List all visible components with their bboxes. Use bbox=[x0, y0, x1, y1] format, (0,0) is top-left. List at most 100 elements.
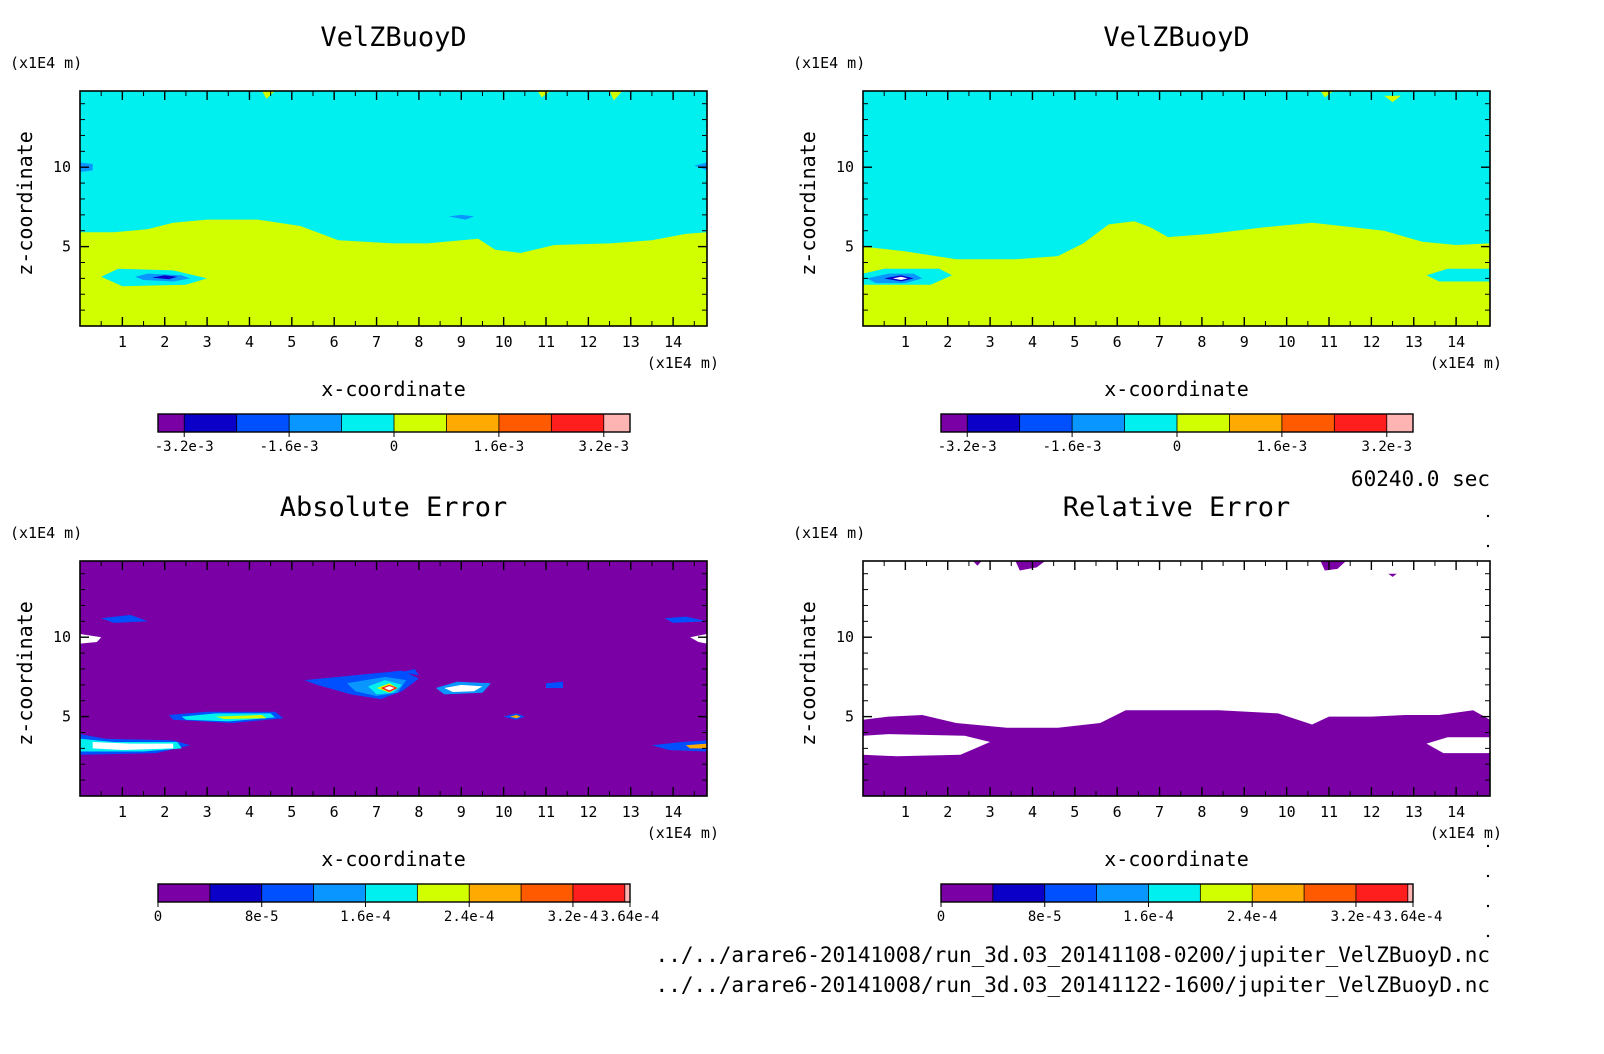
x-tick-label: 9 bbox=[457, 803, 466, 821]
x-tick-label: 9 bbox=[457, 333, 466, 351]
colorbar-bin bbox=[1072, 414, 1125, 432]
colorbar-bin bbox=[1200, 884, 1253, 902]
x-tick-label: 13 bbox=[1405, 803, 1423, 821]
contour-region-6 bbox=[1426, 268, 1490, 282]
x-tick-label: 14 bbox=[1447, 803, 1465, 821]
x-tick-label: 3 bbox=[986, 333, 995, 351]
colorbar-tick-label: 0 bbox=[390, 439, 398, 455]
x-tick-label: 6 bbox=[330, 333, 339, 351]
contour-region-7 bbox=[448, 214, 474, 220]
colorbar-bin bbox=[1044, 884, 1097, 902]
x-tick-label: 1 bbox=[118, 803, 127, 821]
x-tick-label: 11 bbox=[537, 803, 555, 821]
colorbar-tick-label: 3.2e-3 bbox=[1361, 439, 1412, 455]
contour-region-1 bbox=[863, 91, 1490, 260]
x-axis-label: x-coordinate bbox=[321, 377, 466, 401]
x-tick-label: 4 bbox=[245, 803, 254, 821]
contour-region-2 bbox=[863, 734, 991, 757]
colorbar-bin bbox=[941, 414, 968, 432]
contour-region-20 bbox=[80, 634, 102, 644]
y-tick-label: 10 bbox=[836, 158, 854, 176]
x-tick-label: 13 bbox=[622, 803, 640, 821]
time-label: 60240.0 sec bbox=[1351, 467, 1490, 491]
colorbar-bin bbox=[992, 884, 1045, 902]
x-tick-label: 2 bbox=[160, 803, 169, 821]
contour-region-1 bbox=[863, 710, 1490, 796]
colorbar-bin bbox=[417, 884, 470, 902]
colorbar-bin bbox=[158, 884, 210, 902]
x-tick-label: 6 bbox=[1113, 803, 1122, 821]
x-tick-label: 5 bbox=[287, 803, 296, 821]
x-tick-label: 10 bbox=[495, 803, 513, 821]
y-axis-label: z-coordinate bbox=[796, 131, 820, 276]
x-tick-label: 3 bbox=[986, 803, 995, 821]
contour-region-7 bbox=[402, 669, 419, 676]
colorbar-bin bbox=[236, 414, 290, 432]
plot-frame bbox=[79, 90, 708, 327]
colorbar-bin bbox=[551, 414, 604, 432]
margin-dot bbox=[1486, 934, 1490, 938]
contour-region-3 bbox=[1426, 737, 1490, 754]
x-tick-label: 11 bbox=[1320, 333, 1338, 351]
margin-dot bbox=[1486, 904, 1490, 908]
colorbar-tick-label: 8e-5 bbox=[1028, 909, 1062, 925]
contour-region-7 bbox=[1388, 573, 1397, 577]
colorbar-tick-label: 8e-5 bbox=[245, 909, 279, 925]
x-tick-label: 11 bbox=[1320, 803, 1338, 821]
colorbar-bin bbox=[1096, 884, 1149, 902]
colorbar-bin bbox=[1386, 414, 1413, 432]
x-tick-label: 7 bbox=[372, 333, 381, 351]
x-tick-label: 13 bbox=[1405, 333, 1423, 351]
contour-region-6 bbox=[384, 686, 395, 691]
colorbar-bin bbox=[1334, 414, 1387, 432]
colorbar-bin bbox=[184, 414, 237, 432]
y-tick-label: 10 bbox=[53, 158, 71, 176]
contour-region-21 bbox=[664, 616, 707, 623]
colorbar-bin bbox=[1148, 884, 1201, 902]
colorbar-bin bbox=[261, 884, 314, 902]
colorbar-tick-label: 1.6e-3 bbox=[474, 439, 525, 455]
y-unit-label: (x1E4 m) bbox=[10, 54, 82, 72]
plot-area bbox=[80, 561, 707, 796]
colorbar-tick-label: -3.2e-3 bbox=[155, 439, 214, 455]
x-tick-label: 9 bbox=[1240, 333, 1249, 351]
colorbar-bin bbox=[603, 414, 630, 432]
x-tick-label: 7 bbox=[1155, 803, 1164, 821]
colorbar: 0 8e-5 1.6e-4 2.4e-4 3.2e-4 3.64e-4 bbox=[154, 883, 660, 925]
colorbar-bin bbox=[1252, 884, 1305, 902]
x-tick-label: 12 bbox=[579, 333, 597, 351]
colorbar-bin bbox=[446, 414, 499, 432]
x-tick-label: 13 bbox=[622, 333, 640, 351]
colorbar-bin bbox=[1124, 414, 1177, 432]
colorbar-bin bbox=[498, 414, 552, 432]
colorbar-bin bbox=[1019, 414, 1073, 432]
colorbar-bin bbox=[941, 884, 993, 902]
colorbar: 0 8e-5 1.6e-4 2.4e-4 3.2e-4 3.64e-4 bbox=[937, 883, 1443, 925]
x-axis-label: x-coordinate bbox=[1104, 847, 1249, 871]
contour-region-5 bbox=[1320, 561, 1346, 571]
contour-region-1 bbox=[80, 91, 707, 253]
colorbar-bin bbox=[1177, 414, 1230, 432]
colorbar-tick-label: 1.6e-4 bbox=[1123, 909, 1174, 925]
contour-region-6 bbox=[973, 561, 982, 566]
contour-region-6 bbox=[694, 162, 707, 171]
x-tick-label: 8 bbox=[414, 803, 423, 821]
contour-region-9 bbox=[609, 91, 623, 101]
margin-dot bbox=[1486, 514, 1490, 518]
contour-region-10 bbox=[537, 91, 551, 98]
contour-region-5 bbox=[892, 276, 908, 280]
y-unit-label: (x1E4 m) bbox=[793, 54, 865, 72]
colorbar-tick-label: 0 bbox=[1173, 439, 1181, 455]
colorbar-tick-label: 3.2e-3 bbox=[578, 439, 629, 455]
colorbar-tick-label: -1.6e-3 bbox=[1043, 439, 1102, 455]
colorbar: -3.2e-3 -1.6e-3 0 1.6e-3 3.2e-3 bbox=[155, 413, 631, 455]
x-tick-label: 1 bbox=[901, 803, 910, 821]
x-axis-label: x-coordinate bbox=[321, 847, 466, 871]
y-axis-label: z-coordinate bbox=[13, 131, 37, 276]
contour-region-9 bbox=[444, 684, 483, 692]
colorbar-tick-label: -1.6e-3 bbox=[260, 439, 319, 455]
